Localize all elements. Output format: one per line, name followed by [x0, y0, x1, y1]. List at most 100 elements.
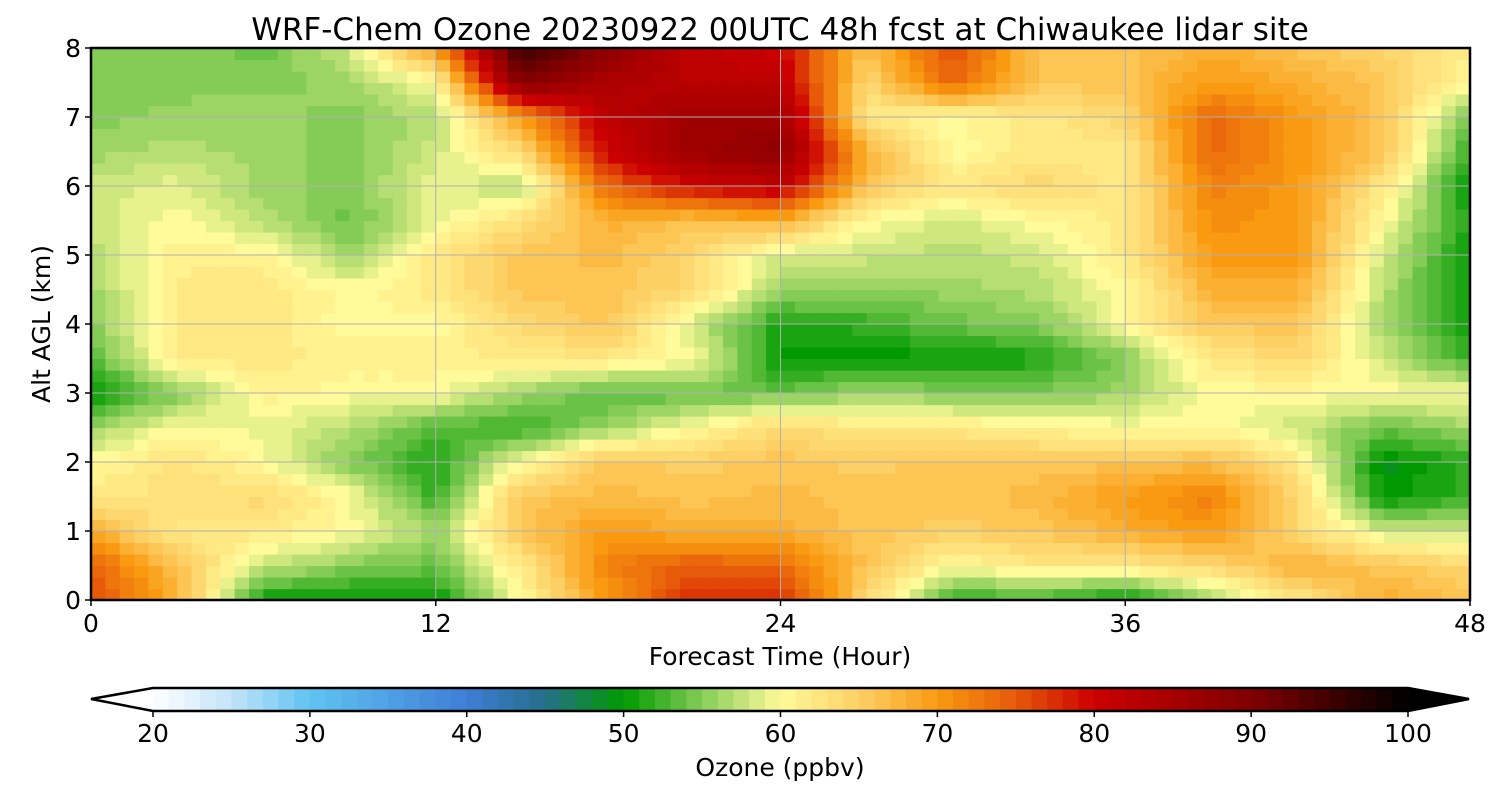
- heatmap-cell: [220, 255, 236, 268]
- heatmap-cell: [1053, 554, 1069, 567]
- heatmap-cell: [1240, 151, 1256, 164]
- heatmap-cell: [881, 140, 897, 153]
- heatmap-cell: [1211, 48, 1227, 61]
- heatmap-cell: [1326, 508, 1342, 521]
- heatmap-cell: [1110, 381, 1126, 394]
- heatmap-cell: [1311, 370, 1327, 383]
- heatmap-cell: [823, 82, 839, 95]
- heatmap-cell: [852, 117, 868, 130]
- heatmap-cell: [895, 94, 911, 107]
- heatmap-cell: [493, 358, 509, 371]
- heatmap-cell: [550, 370, 566, 383]
- heatmap-cell: [378, 220, 394, 233]
- heatmap-cell: [1355, 473, 1371, 486]
- heatmap-cell: [349, 312, 365, 325]
- heatmap-cell: [1153, 59, 1169, 72]
- heatmap-cell: [665, 140, 681, 153]
- heatmap-cell: [895, 404, 911, 417]
- heatmap-cell: [1311, 542, 1327, 555]
- heatmap-cell: [924, 554, 940, 567]
- heatmap-cell: [636, 565, 652, 578]
- heatmap-cell: [1240, 255, 1256, 268]
- heatmap-cell: [234, 358, 250, 371]
- heatmap-cell: [450, 128, 466, 141]
- heatmap-cell: [751, 485, 767, 498]
- heatmap-cell: [751, 565, 767, 578]
- heatmap-cell: [1197, 381, 1213, 394]
- heatmap-cell: [1340, 117, 1356, 130]
- heatmap-cell: [263, 347, 279, 360]
- heatmap-cell: [1139, 508, 1155, 521]
- heatmap-cell: [981, 324, 997, 337]
- heatmap-cell: [407, 496, 422, 509]
- heatmap-cell: [421, 94, 437, 107]
- heatmap-cell: [1441, 301, 1457, 314]
- heatmap-cell: [967, 82, 983, 95]
- heatmap-cell: [809, 71, 825, 84]
- heatmap-cell: [751, 186, 767, 199]
- heatmap-cell: [378, 312, 394, 325]
- heatmap-cell: [1211, 174, 1227, 187]
- heatmap-cell: [1182, 48, 1198, 61]
- heatmap-cell: [450, 370, 466, 383]
- heatmap-cell: [349, 163, 365, 176]
- heatmap-cell: [1211, 462, 1227, 475]
- colorbar-tick-label: 50: [608, 719, 640, 748]
- heatmap-cell: [1297, 163, 1313, 176]
- heatmap-cell: [895, 554, 911, 567]
- heatmap-cell: [723, 59, 738, 72]
- heatmap-cell: [1067, 473, 1083, 486]
- heatmap-cell: [565, 577, 580, 590]
- heatmap-cell: [1441, 48, 1457, 61]
- heatmap-cell: [349, 370, 365, 383]
- heatmap-cell: [507, 519, 523, 532]
- heatmap-cell: [1153, 577, 1169, 590]
- heatmap-cell: [1426, 450, 1442, 463]
- heatmap-cell: [952, 128, 968, 141]
- heatmap-cell: [1240, 94, 1256, 107]
- heatmap-cell: [1240, 59, 1256, 72]
- heatmap-cell: [1024, 209, 1040, 222]
- heatmap-cell: [1412, 128, 1428, 141]
- heatmap-cell: [622, 473, 638, 486]
- heatmap-cell: [407, 416, 422, 429]
- heatmap-cell: [1254, 542, 1270, 555]
- heatmap-cell: [392, 174, 408, 187]
- heatmap-cell: [967, 439, 983, 452]
- heatmap-cell: [507, 404, 523, 417]
- heatmap-cell: [909, 82, 925, 95]
- heatmap-cell: [766, 404, 782, 417]
- heatmap-cell: [723, 347, 738, 360]
- heatmap-cell: [665, 48, 681, 61]
- heatmap-cell: [665, 324, 681, 337]
- heatmap-cell: [1311, 427, 1327, 440]
- heatmap-cell: [837, 71, 853, 84]
- heatmap-cell: [378, 439, 394, 452]
- heatmap-cell: [751, 358, 767, 371]
- heatmap-cell: [234, 404, 250, 417]
- heatmap-cell: [1082, 209, 1098, 222]
- heatmap-cell: [536, 531, 552, 544]
- heatmap-cell: [1326, 427, 1342, 440]
- colorbar-swatch: [749, 688, 766, 711]
- heatmap-cell: [1110, 117, 1126, 130]
- heatmap-cell: [1426, 94, 1442, 107]
- heatmap-cell: [866, 163, 882, 176]
- heatmap-cell: [1398, 588, 1414, 601]
- heatmap-cell: [751, 243, 767, 256]
- heatmap-cell: [737, 324, 753, 337]
- heatmap-cell: [1153, 496, 1169, 509]
- heatmap-cell: [866, 485, 882, 498]
- heatmap-cell: [981, 197, 997, 210]
- heatmap-cell: [766, 232, 782, 245]
- heatmap-cell: [1082, 151, 1098, 164]
- heatmap-cell: [220, 289, 236, 302]
- heatmap-cell: [723, 220, 738, 233]
- heatmap-cell: [464, 588, 480, 601]
- heatmap-cell: [421, 59, 437, 72]
- heatmap-cell: [177, 266, 193, 279]
- heatmap-cell: [507, 220, 523, 233]
- heatmap-cell: [1110, 393, 1126, 406]
- heatmap-cell: [1053, 59, 1069, 72]
- heatmap-cell: [866, 243, 882, 256]
